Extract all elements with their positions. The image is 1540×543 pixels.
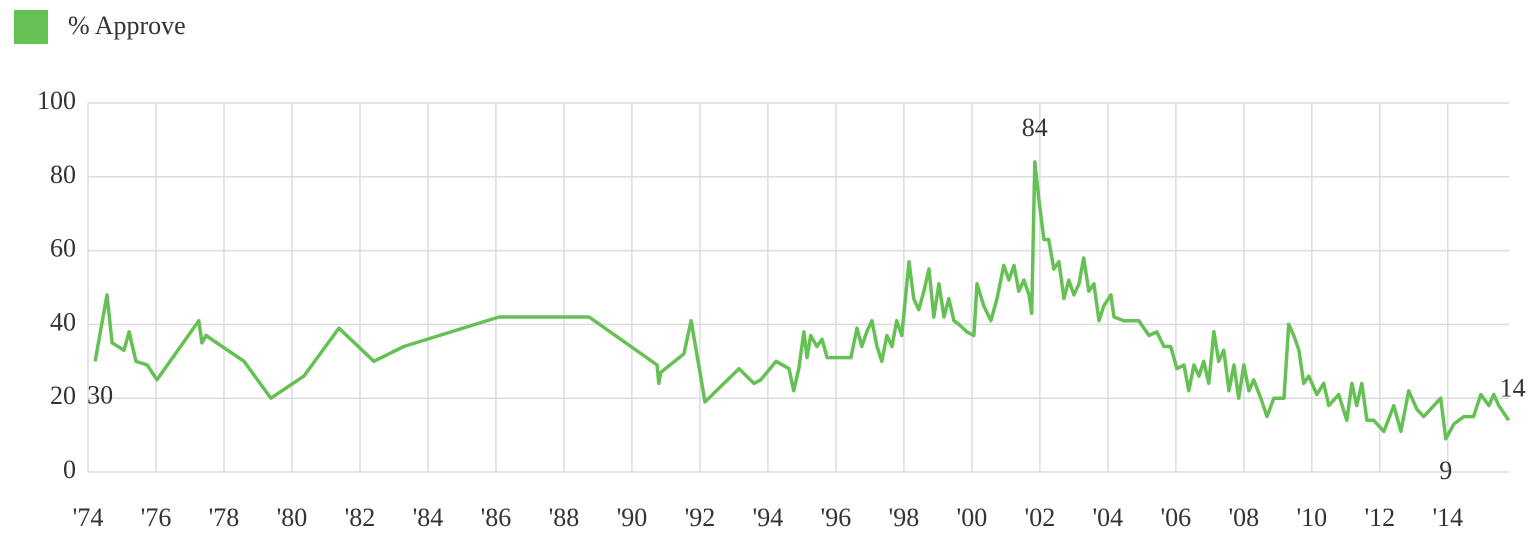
x-tick-label: '92 xyxy=(685,503,716,532)
y-tick-label: 60 xyxy=(50,234,76,263)
x-tick-label: '84 xyxy=(413,503,444,532)
data-label: 84 xyxy=(1022,113,1048,142)
x-tick-label: '74 xyxy=(73,503,104,532)
x-tick-label: '80 xyxy=(277,503,308,532)
x-tick-label: '82 xyxy=(345,503,376,532)
data-label: 14 xyxy=(1500,373,1526,402)
x-tick-label: '02 xyxy=(1025,503,1056,532)
series-line xyxy=(93,160,1511,441)
x-tick-label: '12 xyxy=(1364,503,1395,532)
x-tick-label: '94 xyxy=(753,503,784,532)
x-tick-label: '98 xyxy=(889,503,920,532)
legend-label: % Approve xyxy=(68,11,186,40)
x-tick-label: '86 xyxy=(481,503,512,532)
y-tick-label: 40 xyxy=(50,307,76,336)
x-tick-label: '78 xyxy=(209,503,240,532)
x-tick-label: '00 xyxy=(957,503,988,532)
data-label: 9 xyxy=(1439,456,1452,485)
y-tick-label: 20 xyxy=(50,381,76,410)
x-tick-label: '06 xyxy=(1161,503,1192,532)
x-tick-label: '14 xyxy=(1432,503,1463,532)
y-tick-label: 100 xyxy=(37,86,76,115)
x-tick-label: '76 xyxy=(141,503,172,532)
legend-swatch xyxy=(14,10,48,44)
x-tick-label: '88 xyxy=(549,503,580,532)
x-tick-label: '08 xyxy=(1228,503,1259,532)
y-tick-label: 0 xyxy=(63,455,76,484)
x-tick-label: '96 xyxy=(821,503,852,532)
x-tick-label: '10 xyxy=(1296,503,1327,532)
x-tick-label: '04 xyxy=(1093,503,1124,532)
data-label: 30 xyxy=(87,380,113,409)
y-tick-label: 80 xyxy=(50,160,76,189)
x-tick-label: '90 xyxy=(617,503,648,532)
